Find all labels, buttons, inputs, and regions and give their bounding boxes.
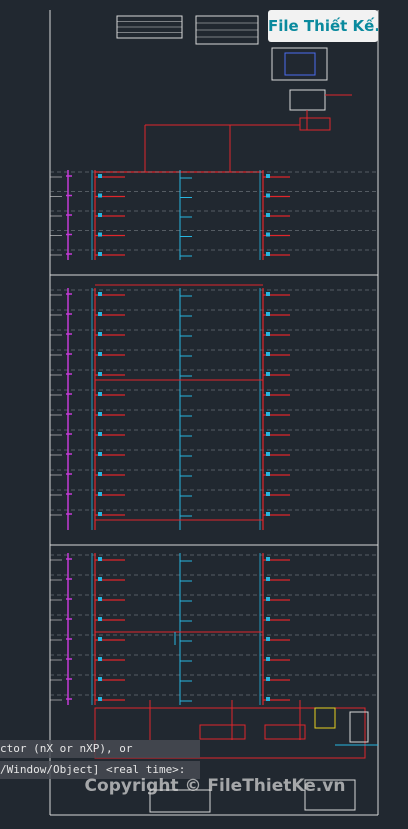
fixture xyxy=(98,577,102,581)
cad-box xyxy=(304,779,356,811)
fixture xyxy=(98,232,102,237)
cad-box xyxy=(94,379,264,521)
fixture xyxy=(98,352,102,356)
fixture xyxy=(266,657,270,661)
fixture xyxy=(266,174,270,178)
fixture xyxy=(98,452,102,456)
fixture xyxy=(98,472,102,476)
fixture xyxy=(98,292,102,296)
logo: File Thiết Kế.vn xyxy=(268,10,378,42)
fixture xyxy=(98,492,102,496)
cad-box xyxy=(94,707,366,759)
watermark: Copyright © FileThietKe.vn xyxy=(84,776,346,796)
fixture xyxy=(98,677,102,681)
fixture xyxy=(98,174,102,178)
fixture xyxy=(266,312,270,316)
fixture xyxy=(266,512,270,516)
cad-box xyxy=(149,789,211,813)
fixture xyxy=(266,577,270,581)
fixture xyxy=(266,472,270,476)
cad-box xyxy=(199,724,246,740)
fixture xyxy=(98,213,102,217)
fixture xyxy=(98,252,102,256)
cad-box xyxy=(299,117,331,131)
fixture xyxy=(98,637,102,641)
fixture xyxy=(266,492,270,496)
fixture xyxy=(266,617,270,621)
cad-box xyxy=(284,52,316,76)
fixture xyxy=(98,412,102,416)
fixture xyxy=(266,213,270,217)
fixture xyxy=(266,412,270,416)
fixture xyxy=(266,637,270,641)
fixture xyxy=(266,697,270,701)
fixture xyxy=(98,657,102,661)
fixture xyxy=(266,392,270,396)
fixture xyxy=(98,332,102,336)
cad-box xyxy=(271,47,328,81)
cad-box xyxy=(264,724,306,740)
fixture xyxy=(266,597,270,601)
fixture xyxy=(98,392,102,396)
fixture xyxy=(266,372,270,376)
fixture xyxy=(266,677,270,681)
cad-box xyxy=(314,707,336,729)
command-line: ctor (nX or nXP), or xyxy=(0,740,200,758)
fixture xyxy=(98,432,102,436)
fixture xyxy=(98,697,102,701)
fixture xyxy=(266,452,270,456)
fixture xyxy=(98,597,102,601)
fixture xyxy=(98,617,102,621)
fixture xyxy=(266,232,270,237)
fixture xyxy=(266,332,270,336)
fixture xyxy=(266,252,270,256)
cad-box xyxy=(289,89,326,111)
fixture xyxy=(266,352,270,356)
fixture xyxy=(98,372,102,376)
fixture xyxy=(98,557,102,561)
fixture xyxy=(266,292,270,296)
command-line: /Window/Object] <real time>: xyxy=(0,761,200,779)
fixture xyxy=(98,312,102,316)
fixture xyxy=(98,193,102,198)
fixture xyxy=(98,512,102,516)
fixture xyxy=(266,432,270,436)
cad-box xyxy=(349,711,369,743)
fixture xyxy=(266,557,270,561)
fixture xyxy=(266,193,270,198)
